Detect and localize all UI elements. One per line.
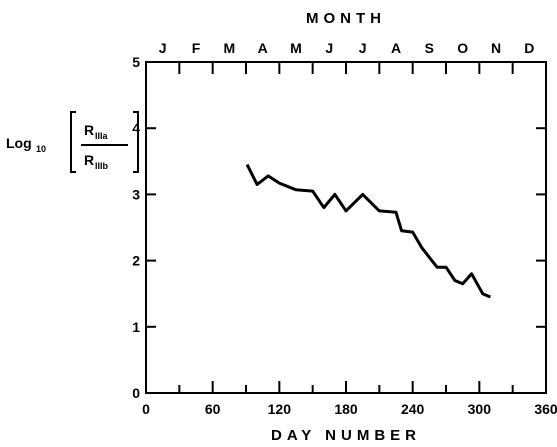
y-label-left-bracket <box>70 111 76 173</box>
y-tick-label: 2 <box>132 253 140 269</box>
x-axis-title: DAY NUMBER <box>271 427 421 444</box>
x-tick-label: 360 <box>534 401 557 417</box>
y-tick-label: 0 <box>132 385 140 401</box>
month-label: A <box>391 40 401 56</box>
y-axis-title: Log 10 R IIIa R IIIb <box>6 111 139 173</box>
x-tick-label: 180 <box>334 401 358 417</box>
plot-frame <box>145 61 547 394</box>
y-label-denominator-subscript: IIIb <box>95 161 109 171</box>
month-label: M <box>223 40 235 56</box>
y-label-numerator: R <box>84 122 94 138</box>
x-tick-label: 240 <box>401 401 425 417</box>
month-label: O <box>457 40 468 56</box>
y-label-log-subscript: 10 <box>36 144 46 154</box>
month-label: J <box>359 40 367 56</box>
month-label: M <box>290 40 302 56</box>
x-tick-label: 60 <box>205 401 221 417</box>
x-tick-label: 120 <box>268 401 292 417</box>
month-label: A <box>258 40 268 56</box>
month-label: F <box>192 40 201 56</box>
y-label-denominator: R <box>84 152 94 168</box>
month-label: J <box>159 40 167 56</box>
x-tick-label: 300 <box>468 401 492 417</box>
series-line <box>245 163 491 299</box>
month-label: S <box>425 40 434 56</box>
month-label: J <box>325 40 333 56</box>
y-tick-label: 3 <box>132 186 140 202</box>
y-label-right-bracket <box>133 111 139 173</box>
x-tick-label: 0 <box>142 401 150 417</box>
y-label-numerator-subscript: IIIa <box>95 131 109 141</box>
month-label: N <box>491 40 501 56</box>
y-tick-label: 1 <box>132 319 140 335</box>
top-axis-title: MONTH <box>306 10 386 27</box>
y-tick-label: 4 <box>132 120 140 136</box>
x-ticks: 0 60 120 180 240 300 360 <box>142 381 557 417</box>
y-label-log: Log <box>6 135 32 151</box>
month-label: D <box>524 40 534 56</box>
y-tick-label: 5 <box>132 54 140 70</box>
y-ticks: 0 1 2 3 4 5 <box>132 54 546 401</box>
